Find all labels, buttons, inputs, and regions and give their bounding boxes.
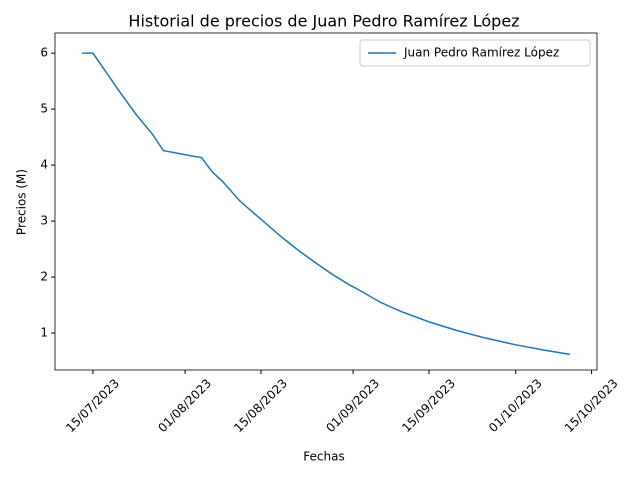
- legend-label: Juan Pedro Ramírez López: [403, 46, 559, 60]
- legend: Juan Pedro Ramírez López: [359, 39, 591, 67]
- y-tick-label: 6: [40, 46, 48, 60]
- chart-title: Historial de precios de Juan Pedro Ramír…: [128, 12, 519, 31]
- line-series: [82, 52, 571, 356]
- y-axis-label: Precios (M): [15, 169, 29, 235]
- y-tick-label: 2: [40, 270, 48, 284]
- y-tick-label: 3: [40, 214, 48, 228]
- y-tick-label: 1: [40, 326, 48, 340]
- legend-frame: [359, 39, 591, 67]
- y-tick-label: 4: [40, 158, 48, 172]
- y-tick-label: 5: [40, 102, 48, 116]
- plot-frame: [54, 32, 598, 371]
- x-axis-label: Fechas: [303, 450, 344, 464]
